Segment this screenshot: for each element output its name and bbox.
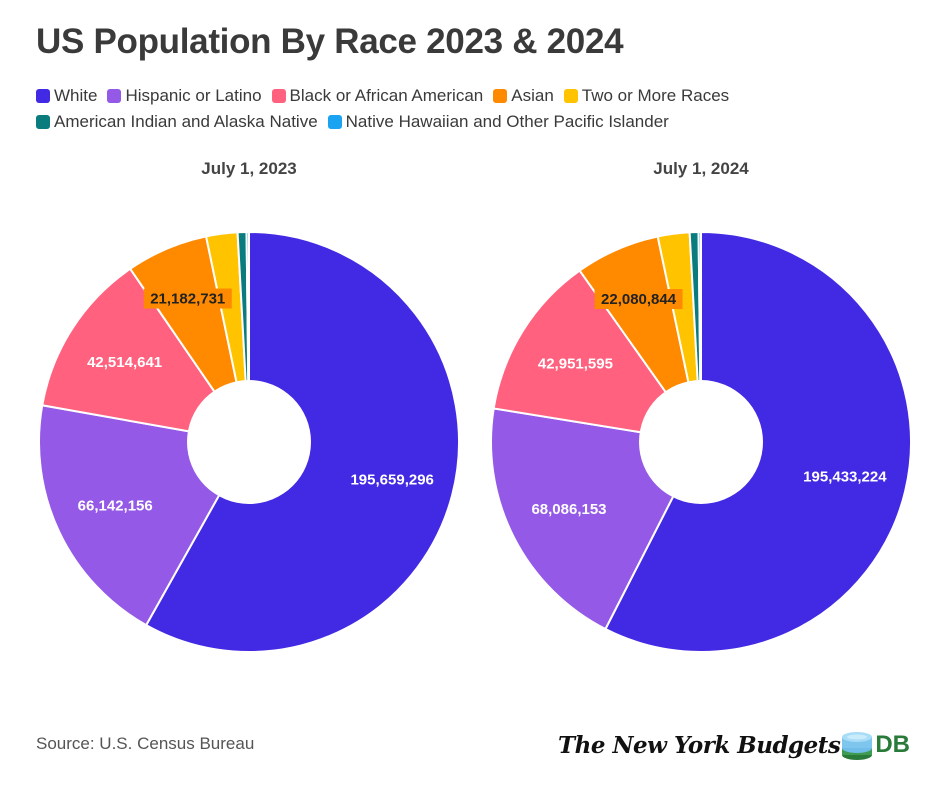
legend-item: Hispanic or Latino bbox=[107, 86, 262, 106]
legend-label: Asian bbox=[511, 86, 554, 105]
legend-item: White bbox=[36, 86, 97, 106]
data-label-bg bbox=[594, 289, 683, 310]
legend: White Hispanic or Latino Black or African … bbox=[36, 86, 916, 132]
data-label: 22,080,844 bbox=[601, 291, 677, 308]
legend-label: Native Hawaiian and Other Pacific Island… bbox=[345, 112, 669, 131]
legend-label: Hispanic or Latino bbox=[125, 86, 262, 105]
legend-item: Two or More Races bbox=[563, 86, 730, 106]
legend-label: White bbox=[54, 86, 98, 105]
chart-title: US Population By Race 2023 & 2024 bbox=[36, 22, 624, 61]
data-label: 21,182,731 bbox=[150, 291, 225, 308]
legend-item: Black or African American bbox=[271, 86, 484, 106]
brand-logo: The New York Budgets DB bbox=[558, 729, 910, 761]
legend-swatch bbox=[36, 89, 50, 103]
source-note: Source: U.S. Census Bureau bbox=[36, 734, 255, 753]
legend-item: Asian bbox=[493, 86, 554, 106]
data-label: 195,433,224 bbox=[803, 469, 887, 486]
chart-subtitle: July 1, 2024 bbox=[653, 159, 749, 178]
slice-black-or-african-american bbox=[492, 269, 704, 444]
data-label: 66,142,156 bbox=[78, 497, 153, 514]
legend-swatch bbox=[327, 115, 342, 129]
legend-swatch bbox=[493, 89, 508, 103]
legend-swatch bbox=[563, 89, 578, 103]
slice-black-or-african-american bbox=[41, 267, 252, 444]
brand-suffix: DB bbox=[875, 731, 910, 758]
legend-label: American Indian and Alaska Native bbox=[54, 112, 318, 131]
legend-item: American Indian and Alaska Native bbox=[36, 112, 318, 132]
donut-chart-2024: July 1, 2024 195,433,224 68,086,153 42,951,… bbox=[490, 159, 912, 653]
donut-hole bbox=[187, 380, 311, 504]
data-label-bg bbox=[143, 288, 232, 309]
data-label: 42,951,595 bbox=[538, 356, 613, 373]
legend-swatch bbox=[107, 89, 122, 103]
data-label: 42,514,641 bbox=[87, 354, 162, 371]
legend-swatch bbox=[36, 115, 50, 129]
donut-chart-2023: July 1, 2023 195,659,296 66,142,156 42,514,… bbox=[38, 159, 460, 653]
donut-hole bbox=[639, 380, 763, 504]
chart-subtitle: July 1, 2023 bbox=[201, 159, 296, 178]
brand-name: The New York Budgets bbox=[558, 731, 841, 759]
database-icon bbox=[842, 732, 873, 760]
legend-swatch bbox=[271, 89, 286, 103]
data-label: 195,659,296 bbox=[350, 471, 433, 488]
legend-item: Native Hawaiian and Other Pacific Island… bbox=[327, 112, 669, 132]
data-label: 68,086,153 bbox=[531, 501, 606, 518]
legend-label: Two or More Races bbox=[581, 86, 730, 105]
legend-label: Black or African American bbox=[289, 86, 484, 105]
